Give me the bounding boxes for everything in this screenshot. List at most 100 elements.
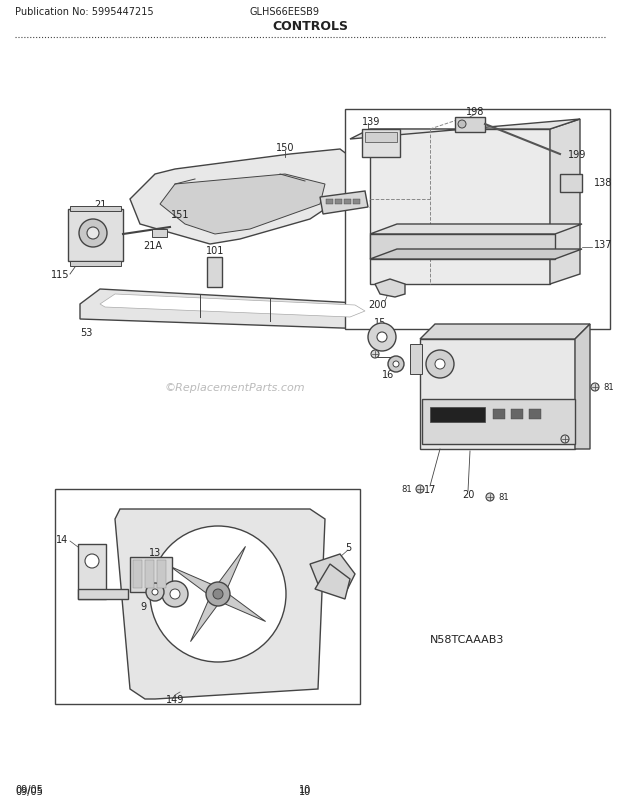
Text: 137: 137	[594, 240, 613, 249]
Bar	[133, 561, 142, 588]
Text: 81: 81	[370, 338, 380, 346]
Polygon shape	[550, 119, 580, 285]
Circle shape	[85, 554, 99, 569]
Text: 9: 9	[140, 602, 146, 611]
Text: 13: 13	[149, 547, 161, 557]
Text: 199: 199	[568, 150, 587, 160]
Circle shape	[213, 589, 223, 599]
Text: Publication No: 5995447215: Publication No: 5995447215	[15, 7, 154, 17]
Bar	[511, 410, 523, 419]
Bar	[55, 489, 360, 704]
Circle shape	[388, 357, 404, 373]
Text: 101: 101	[206, 245, 224, 256]
Polygon shape	[575, 325, 590, 449]
Bar	[493, 410, 505, 419]
Bar	[455, 118, 485, 133]
Text: 139: 139	[362, 117, 381, 127]
Circle shape	[377, 333, 387, 342]
Circle shape	[371, 350, 379, 358]
Bar	[78, 589, 128, 599]
Text: 151: 151	[170, 210, 189, 220]
Circle shape	[152, 589, 158, 595]
Polygon shape	[375, 280, 405, 298]
Bar	[345, 110, 610, 330]
Circle shape	[162, 581, 188, 607]
Text: 09/05: 09/05	[15, 784, 43, 794]
Polygon shape	[190, 594, 218, 642]
Bar	[157, 561, 166, 588]
Circle shape	[458, 121, 466, 129]
Circle shape	[206, 582, 230, 606]
Bar	[326, 200, 333, 205]
Text: 149: 149	[166, 695, 184, 704]
Polygon shape	[80, 290, 390, 330]
Polygon shape	[370, 235, 555, 260]
Text: CONTROLS: CONTROLS	[272, 19, 348, 32]
Text: 5: 5	[345, 542, 351, 553]
Bar	[410, 345, 422, 375]
Circle shape	[561, 435, 569, 444]
Polygon shape	[370, 225, 582, 235]
Text: N58TCAAAB3: N58TCAAAB3	[430, 634, 505, 644]
Circle shape	[426, 350, 454, 379]
Circle shape	[435, 359, 445, 370]
Circle shape	[79, 220, 107, 248]
Bar	[353, 200, 360, 205]
Bar	[430, 407, 485, 423]
Text: 17: 17	[424, 484, 436, 494]
Bar	[207, 257, 222, 288]
Bar	[70, 261, 121, 267]
Polygon shape	[315, 565, 350, 599]
Polygon shape	[350, 119, 580, 140]
Bar	[365, 133, 397, 143]
Text: 10: 10	[299, 784, 311, 794]
Polygon shape	[115, 509, 325, 699]
Polygon shape	[100, 294, 365, 318]
Text: 81: 81	[573, 435, 583, 444]
Text: 16: 16	[382, 370, 394, 379]
Circle shape	[486, 493, 494, 501]
Circle shape	[416, 485, 424, 493]
Bar	[370, 130, 550, 285]
Text: 200: 200	[369, 300, 388, 310]
Text: 09/05: 09/05	[15, 786, 43, 796]
Circle shape	[591, 383, 599, 391]
Bar	[362, 130, 400, 158]
Text: 138: 138	[594, 178, 613, 188]
Text: 81: 81	[401, 485, 412, 494]
Polygon shape	[170, 567, 218, 594]
Text: 115: 115	[51, 269, 69, 280]
Circle shape	[170, 589, 180, 599]
Polygon shape	[218, 547, 246, 594]
Polygon shape	[310, 554, 355, 594]
Text: 81: 81	[498, 493, 508, 502]
Text: 150: 150	[276, 143, 294, 153]
Circle shape	[368, 323, 396, 351]
Text: 21: 21	[94, 200, 106, 210]
Circle shape	[150, 526, 286, 662]
Bar	[68, 210, 123, 261]
Bar	[344, 200, 351, 205]
Text: GLHS66EESB9: GLHS66EESB9	[250, 7, 320, 17]
Text: 81: 81	[603, 383, 614, 392]
Polygon shape	[160, 175, 325, 235]
Polygon shape	[320, 192, 368, 215]
Text: 8: 8	[172, 569, 178, 579]
Polygon shape	[130, 150, 360, 245]
Text: 23: 23	[368, 200, 381, 210]
Bar	[78, 545, 106, 599]
Circle shape	[146, 583, 164, 602]
Bar	[335, 200, 342, 205]
Bar	[70, 207, 121, 212]
Polygon shape	[370, 249, 582, 260]
Bar	[422, 399, 575, 444]
Circle shape	[393, 362, 399, 367]
Text: 198: 198	[466, 107, 484, 117]
Text: 10: 10	[299, 786, 311, 796]
Text: 15: 15	[374, 318, 386, 327]
Bar	[560, 175, 582, 192]
Bar	[420, 339, 575, 449]
Polygon shape	[218, 594, 265, 622]
Text: 20: 20	[462, 489, 474, 500]
Text: ©ReplacementParts.com: ©ReplacementParts.com	[165, 383, 305, 392]
